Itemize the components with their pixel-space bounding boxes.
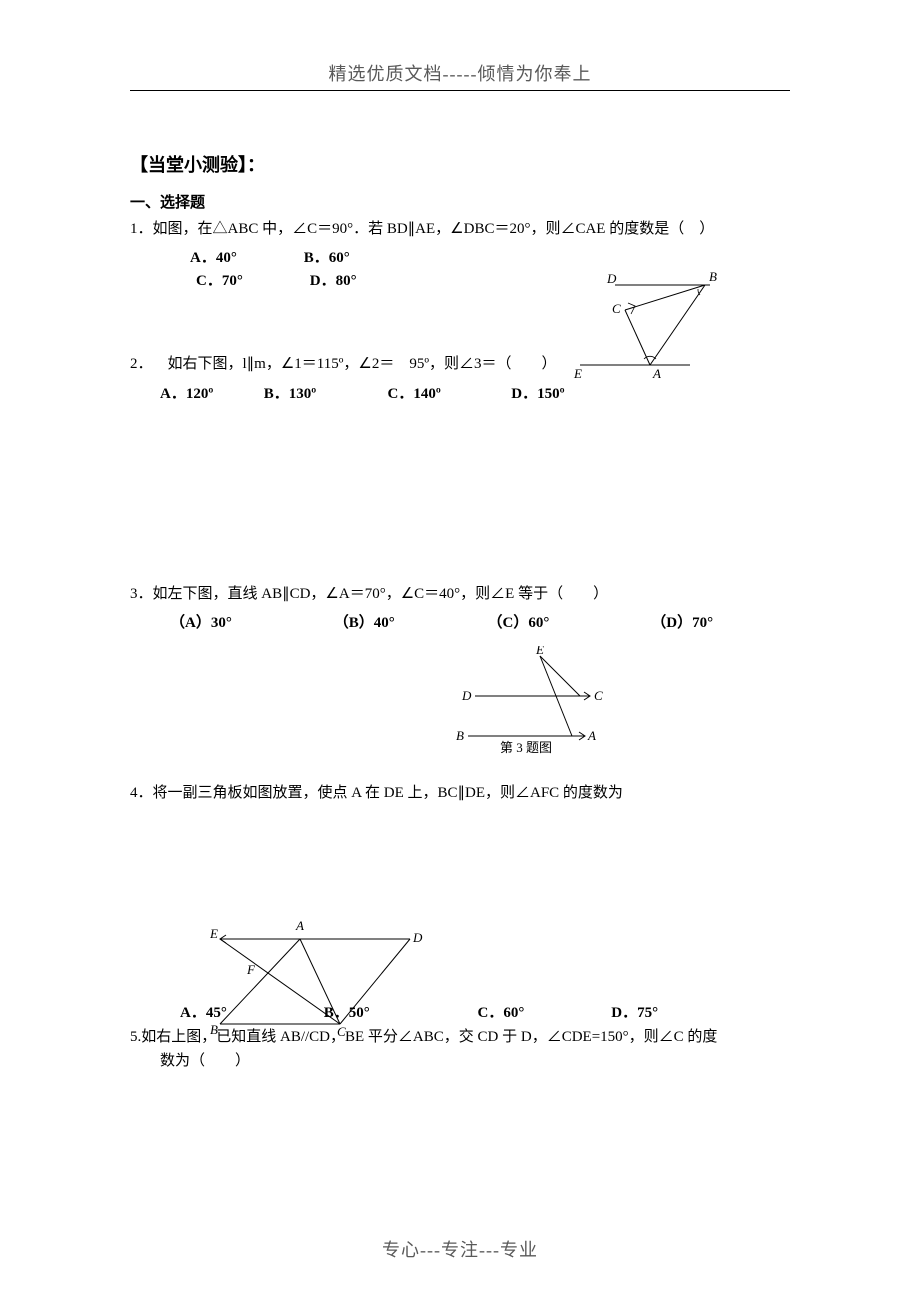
q4: 4．将一副三角板如图放置，使点 A 在 DE 上，BC∥DE，则∠AFC 的度数… bbox=[130, 782, 790, 805]
q3-figure: E D C B A 第 3 题图 bbox=[450, 646, 640, 761]
page-header: 精选优质文档-----倾情为你奉上 bbox=[130, 60, 790, 86]
q4-figure: A E D F B C bbox=[210, 914, 440, 1049]
fig4-label-B: B bbox=[210, 1022, 218, 1037]
q1-stem: 1．如图，在△ABC 中，∠C＝90°．若 BD∥AE，∠DBC＝20°，则∠C… bbox=[130, 221, 714, 237]
q3-options: （A）30° （B）40° （C）60° （D）70° bbox=[170, 611, 790, 632]
fig3-label-E: E bbox=[535, 646, 544, 657]
q3: 3．如左下图，直线 AB∥CD，∠A＝70°，∠C＝40°，则∠E 等于（ ） bbox=[130, 583, 790, 606]
fig1-label-D: D bbox=[606, 271, 617, 286]
q2-optA: A．120º bbox=[160, 382, 260, 403]
q1-figure: D B C A E bbox=[560, 265, 730, 385]
q5-line2: 数为（ ） bbox=[160, 1050, 790, 1073]
fig4-label-D: D bbox=[412, 930, 423, 945]
q2-stem: 2． 如右下图，l∥m，∠1＝115º，∠2＝ 95º，则∠3＝（ ） bbox=[130, 356, 556, 372]
q1-optC: C．70° bbox=[196, 270, 306, 293]
page: 精选优质文档-----倾情为你奉上 【当堂小测验】： 一、选择题 1．如图，在△… bbox=[0, 0, 920, 1302]
fig1-label-B: B bbox=[709, 269, 717, 284]
subsection-label: 一、选择题 bbox=[130, 191, 790, 212]
fig4-label-C: C bbox=[337, 1024, 346, 1039]
fig4-label-A: A bbox=[295, 918, 304, 933]
fig3-label-B: B bbox=[456, 728, 464, 743]
q4-optD: D．75° bbox=[611, 1001, 658, 1022]
q4-optC: C．60° bbox=[478, 1001, 608, 1022]
q2-optB: B．130º bbox=[264, 382, 384, 403]
q3-optC: （C）60° bbox=[488, 611, 648, 632]
section-title: 【当堂小测验】： bbox=[130, 151, 790, 177]
q3-optB: （B）40° bbox=[334, 611, 484, 632]
q2-optC: C．140º bbox=[388, 382, 508, 403]
q1-optB: B．60° bbox=[304, 247, 350, 270]
fig3-label-D: D bbox=[461, 688, 472, 703]
q1: 1．如图，在△ABC 中，∠C＝90°．若 BD∥AE，∠DBC＝20°，则∠C… bbox=[130, 218, 790, 241]
fig1-label-E: E bbox=[573, 366, 582, 380]
fig1-label-A: A bbox=[652, 366, 661, 380]
header-rule bbox=[130, 90, 790, 91]
q1-optD: D．80° bbox=[310, 270, 357, 293]
q2-optD: D．150º bbox=[511, 382, 564, 403]
fig3-caption: 第 3 题图 bbox=[500, 740, 552, 755]
fig3-label-C: C bbox=[594, 688, 603, 703]
q1-optA: A．40° bbox=[190, 247, 300, 270]
q3-stem: 3．如左下图，直线 AB∥CD，∠A＝70°，∠C＝40°，则∠E 等于（ ） bbox=[130, 586, 608, 602]
fig1-label-C: C bbox=[612, 301, 621, 316]
fig4-label-E: E bbox=[210, 926, 218, 941]
q3-optD: （D）70° bbox=[651, 611, 713, 632]
page-footer: 专心---专注---专业 bbox=[0, 1236, 920, 1262]
q5-stem-l2: 数为（ ） bbox=[160, 1053, 250, 1069]
fig3-label-A: A bbox=[587, 728, 596, 743]
q3-optA: （A）30° bbox=[170, 611, 330, 632]
q4-stem: 4．将一副三角板如图放置，使点 A 在 DE 上，BC∥DE，则∠AFC 的度数… bbox=[130, 785, 623, 801]
fig4-label-F: F bbox=[246, 962, 256, 977]
